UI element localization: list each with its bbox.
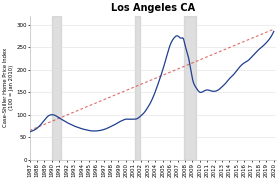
Bar: [135, 16, 140, 160]
Title: Los Angeles CA: Los Angeles CA: [111, 3, 195, 13]
Y-axis label: Case-Shiller Home Price Index
(100 = Jan 2010): Case-Shiller Home Price Index (100 = Jan…: [3, 48, 14, 127]
Bar: [183, 16, 196, 160]
Bar: [52, 16, 61, 160]
